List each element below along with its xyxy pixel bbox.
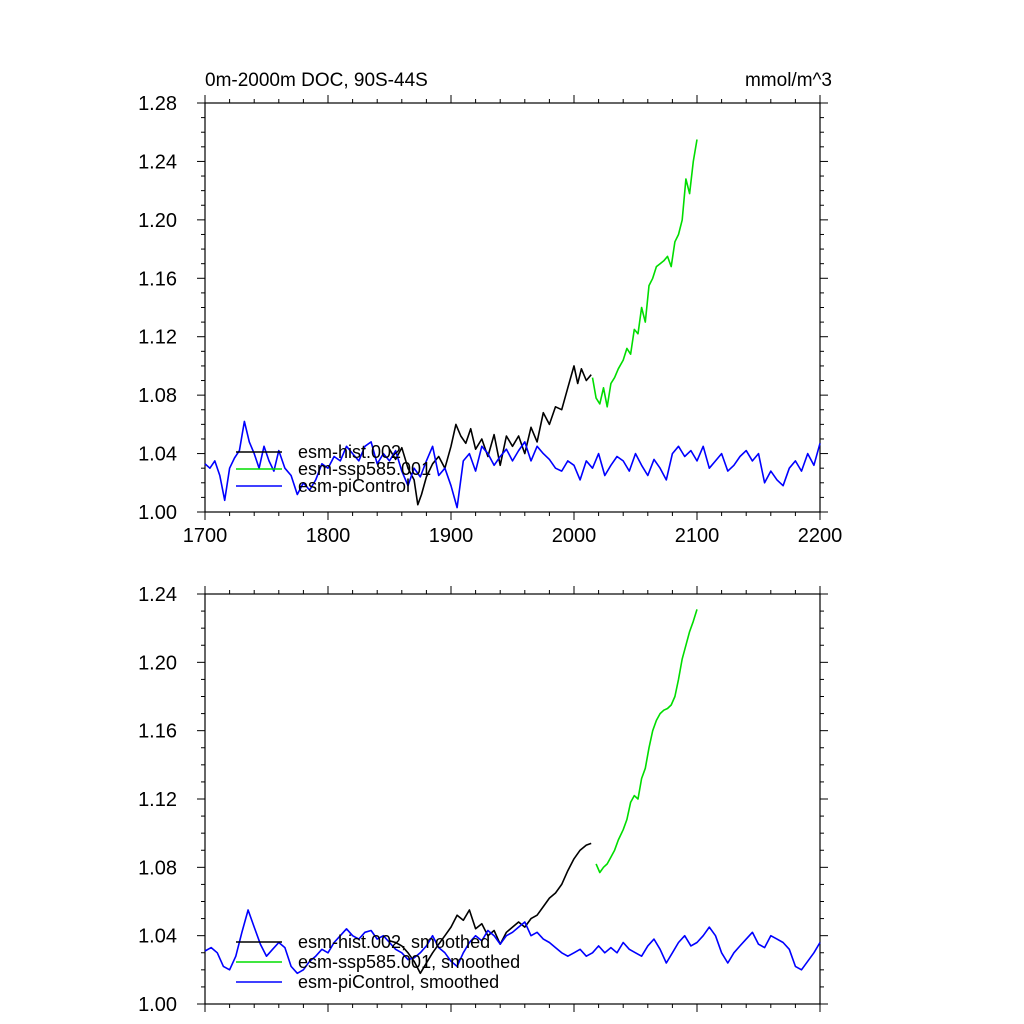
y-tick-label: 1.12 xyxy=(138,789,177,811)
legend-label: esm-hist.002, smoothed xyxy=(298,932,490,952)
y-tick-label: 1.08 xyxy=(138,385,177,407)
x-tick-label: 1900 xyxy=(429,525,474,547)
bottom-panel: 1.00 1.04 1.08 1.12 1.16 1.20 1.24 esm-hist.002… xyxy=(138,584,828,1016)
x-tick-label: 2000 xyxy=(552,525,597,547)
series-line-esm-picontrol xyxy=(204,420,821,509)
y-tick-label: 1.16 xyxy=(138,721,177,743)
x-tick-label: 1800 xyxy=(306,525,351,547)
y-tick-label: 1.04 xyxy=(138,926,177,948)
x-tick-label: 2100 xyxy=(675,525,720,547)
y-tick-label: 1.00 xyxy=(138,994,177,1016)
series-line-esm-picontrol-smoothed xyxy=(204,909,821,975)
series-line-esm-ssp585-001-smoothed xyxy=(595,609,698,874)
series-line-esm-ssp585-001 xyxy=(591,139,698,408)
y-tick-label: 1.12 xyxy=(138,327,177,349)
chart-title: 0m-2000m DOC, 90S-44S xyxy=(205,70,428,91)
legend-label: esm-piControl xyxy=(298,476,410,496)
y-tick-label: 1.16 xyxy=(138,268,177,290)
legend-label: esm-ssp585.001 xyxy=(298,459,431,479)
legend-label: esm-hist.002 xyxy=(298,442,401,462)
legend-label: esm-piControl, smoothed xyxy=(298,972,499,992)
y-tick-label: 1.20 xyxy=(138,210,177,232)
y-tick-label: 1.24 xyxy=(138,584,177,606)
x-tick-label: 2200 xyxy=(798,525,843,547)
y-tick-label: 1.24 xyxy=(138,151,177,173)
top-panel: 0m-2000m DOC, 90S-44S mmol/m^3 1700 1800 1… xyxy=(138,70,842,547)
legend-label: esm-ssp585.001, smoothed xyxy=(298,952,520,972)
x-tick-label: 1700 xyxy=(183,525,228,547)
y-tick-label: 1.28 xyxy=(138,93,177,115)
y-tick-label: 1.08 xyxy=(138,857,177,879)
series-line-esm-hist-002 xyxy=(388,365,592,506)
y-tick-label: 1.00 xyxy=(138,502,177,524)
y-tick-label: 1.04 xyxy=(138,444,177,466)
y-tick-label: 1.20 xyxy=(138,652,177,674)
units-label: mmol/m^3 xyxy=(745,70,832,91)
